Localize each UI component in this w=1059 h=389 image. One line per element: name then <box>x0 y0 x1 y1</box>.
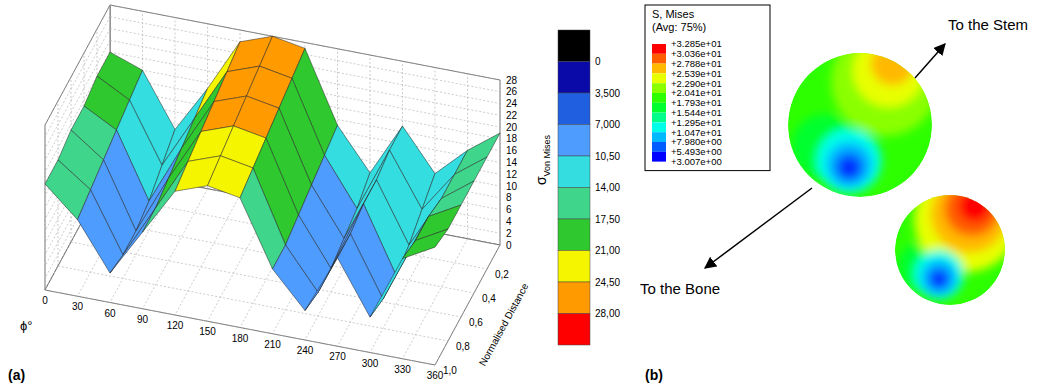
svg-text:(b): (b) <box>645 367 663 383</box>
svg-text:S, Mises: S, Mises <box>652 8 695 20</box>
svg-text:0,2: 0,2 <box>495 269 509 280</box>
svg-text:90: 90 <box>137 314 149 325</box>
svg-text:270: 270 <box>329 351 346 362</box>
svg-text:0,6: 0,6 <box>469 317 483 328</box>
svg-text:3,500: 3,500 <box>595 88 620 99</box>
svg-text:16: 16 <box>506 145 518 156</box>
svg-text:330: 330 <box>394 364 411 375</box>
svg-text:20: 20 <box>506 122 518 133</box>
svg-text:60: 60 <box>104 308 116 319</box>
svg-text:+2.788e+01: +2.788e+01 <box>671 58 722 69</box>
svg-text:10,50: 10,50 <box>595 151 620 162</box>
svg-text:+1.295e+01: +1.295e+01 <box>671 116 722 128</box>
svg-text:σVon Mises: σVon Mises <box>533 134 552 185</box>
svg-text:(a): (a) <box>8 367 25 383</box>
svg-text:17,50: 17,50 <box>595 214 620 225</box>
svg-text:+3.036e+01: +3.036e+01 <box>671 48 722 60</box>
svg-text:+5.493e+00: +5.493e+00 <box>671 146 722 158</box>
svg-text:+2.290e+01: +2.290e+01 <box>671 77 722 89</box>
svg-text:24,50: 24,50 <box>595 277 620 288</box>
svg-text:(Avg: 75%): (Avg: 75%) <box>652 21 706 33</box>
svg-text:150: 150 <box>199 326 216 337</box>
svg-text:22: 22 <box>506 110 518 121</box>
svg-text:0,4: 0,4 <box>482 293 496 304</box>
svg-text:8: 8 <box>506 192 512 203</box>
svg-text:+7.980e+00: +7.980e+00 <box>671 136 722 148</box>
svg-text:26: 26 <box>506 86 518 97</box>
svg-text:24: 24 <box>506 98 518 109</box>
svg-text:+1.544e+01: +1.544e+01 <box>671 107 722 118</box>
svg-text:7,000: 7,000 <box>595 119 620 130</box>
svg-text:+2.539e+01: +2.539e+01 <box>671 67 722 79</box>
svg-text:0,8: 0,8 <box>456 341 470 352</box>
svg-text:14: 14 <box>506 157 518 168</box>
svg-text:+3.285e+01: +3.285e+01 <box>671 38 722 50</box>
svg-text:1,0: 1,0 <box>443 365 457 376</box>
svg-text:To the Bone: To the Bone <box>640 280 720 297</box>
svg-text:180: 180 <box>232 333 249 344</box>
svg-text:+3.007e+00: +3.007e+00 <box>671 156 722 167</box>
svg-text:120: 120 <box>167 320 184 331</box>
svg-text:2: 2 <box>506 228 512 239</box>
svg-text:0: 0 <box>506 240 512 251</box>
svg-text:300: 300 <box>362 358 379 369</box>
svg-text:4: 4 <box>506 216 512 227</box>
svg-text:0: 0 <box>595 56 601 67</box>
svg-text:+2.041e+01: +2.041e+01 <box>671 87 722 99</box>
svg-text:To the Stem: To the Stem <box>948 16 1028 33</box>
svg-text:6: 6 <box>506 204 512 215</box>
svg-text:210: 210 <box>264 339 281 350</box>
svg-text:14,00: 14,00 <box>595 182 620 193</box>
svg-text:21,00: 21,00 <box>595 245 620 256</box>
svg-text:28: 28 <box>506 75 518 86</box>
svg-text:12: 12 <box>506 169 518 180</box>
svg-text:+1.047e+01: +1.047e+01 <box>671 126 722 138</box>
svg-text:30: 30 <box>72 301 84 312</box>
svg-text:240: 240 <box>297 345 314 356</box>
svg-text:0: 0 <box>42 295 48 306</box>
svg-text:10: 10 <box>506 181 518 192</box>
svg-text:Normalised Distance: Normalised Distance <box>477 281 531 368</box>
svg-text:28,00: 28,00 <box>595 308 620 319</box>
svg-text:18: 18 <box>506 133 518 144</box>
svg-text:360: 360 <box>427 370 444 381</box>
svg-text:ϕ°: ϕ° <box>20 318 32 333</box>
svg-text:+1.793e+01: +1.793e+01 <box>671 97 722 109</box>
